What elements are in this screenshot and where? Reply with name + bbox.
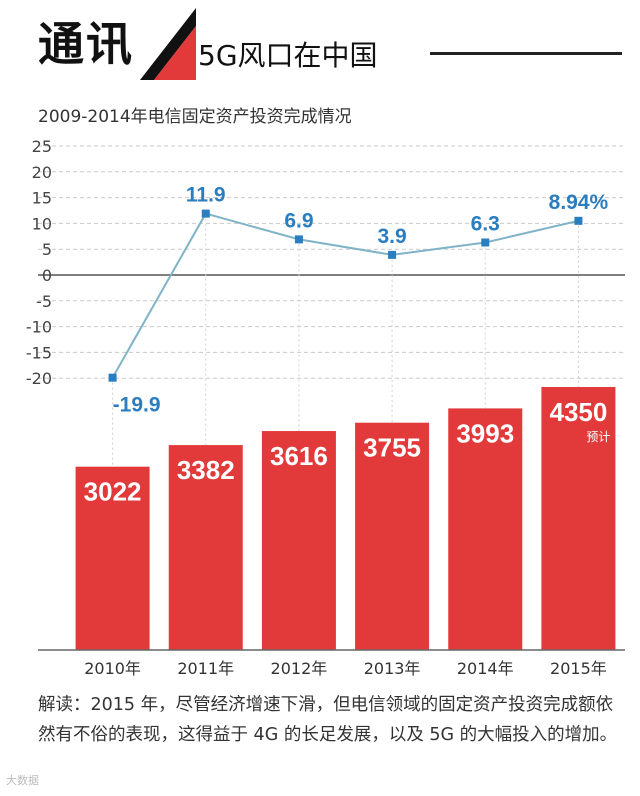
bar xyxy=(261,431,336,650)
bar-value-label: 3755 xyxy=(363,433,421,463)
red-slash-logo xyxy=(140,8,196,80)
bar-value-label: 3993 xyxy=(456,418,514,448)
x-tick-label: 2012年 xyxy=(271,659,328,678)
line-value-label: 11.9 xyxy=(186,184,226,207)
bar-value-label: 3616 xyxy=(270,441,328,471)
bar xyxy=(448,408,523,650)
caption-text: 解读：2015 年，尽管经济增速下滑，但电信领域的固定资产投资完成额依然有不俗的… xyxy=(38,695,618,745)
line-value-label: 6.9 xyxy=(284,209,313,232)
y-tick-label: 0 xyxy=(42,266,52,285)
y-tick-label: 15 xyxy=(32,189,52,208)
header: 通讯 5G风口在中国 xyxy=(0,0,640,92)
line-marker xyxy=(388,250,397,259)
line-value-label: 8.94% xyxy=(549,191,609,214)
y-tick-label: 20 xyxy=(32,163,52,182)
x-tick-label: 2015年 xyxy=(550,659,607,678)
line-marker xyxy=(481,238,490,247)
bar xyxy=(541,387,616,650)
y-tick-label: -10 xyxy=(26,318,52,337)
x-tick-label: 2014年 xyxy=(457,659,514,678)
y-tick-label: 5 xyxy=(42,240,52,259)
line-value-label: 3.9 xyxy=(377,225,406,248)
line-marker xyxy=(574,216,583,225)
header-rule xyxy=(430,52,622,55)
bar-value-label: 3022 xyxy=(84,477,142,507)
bar-value-label: 3382 xyxy=(177,455,235,485)
watermark: 大数据 xyxy=(6,774,39,787)
line-marker xyxy=(108,373,117,382)
y-tick-label: -5 xyxy=(36,292,52,311)
y-tick-label: 10 xyxy=(32,214,52,233)
x-tick-label: 2013年 xyxy=(364,659,421,678)
y-tick-label: -20 xyxy=(26,369,52,388)
bar xyxy=(168,445,243,650)
bar xyxy=(75,466,150,650)
line-marker xyxy=(201,209,210,218)
y-tick-label: -15 xyxy=(26,343,52,362)
x-tick-label: 2010年 xyxy=(84,659,141,678)
y-tick-label: 25 xyxy=(32,137,52,156)
brand-title: 通讯 xyxy=(38,17,134,71)
line-marker xyxy=(294,235,303,244)
bar-value-label: 4350 xyxy=(549,397,607,427)
bar xyxy=(355,422,430,650)
line-value-label: 6.3 xyxy=(471,212,500,235)
chart-title: 2009-2014年电信固定资产投资完成情况 xyxy=(38,107,352,127)
header-subtitle: 5G风口在中国 xyxy=(198,39,378,72)
bar-annotation: 预计 xyxy=(586,430,610,444)
growth-line xyxy=(111,212,579,379)
x-tick-label: 2011年 xyxy=(177,659,234,678)
chart: 25 20 15 10 5 0 -5 -10 -15 -20 3022 3382 3616 3755 399… xyxy=(26,137,625,678)
line-value-label: -19.9 xyxy=(113,394,161,417)
